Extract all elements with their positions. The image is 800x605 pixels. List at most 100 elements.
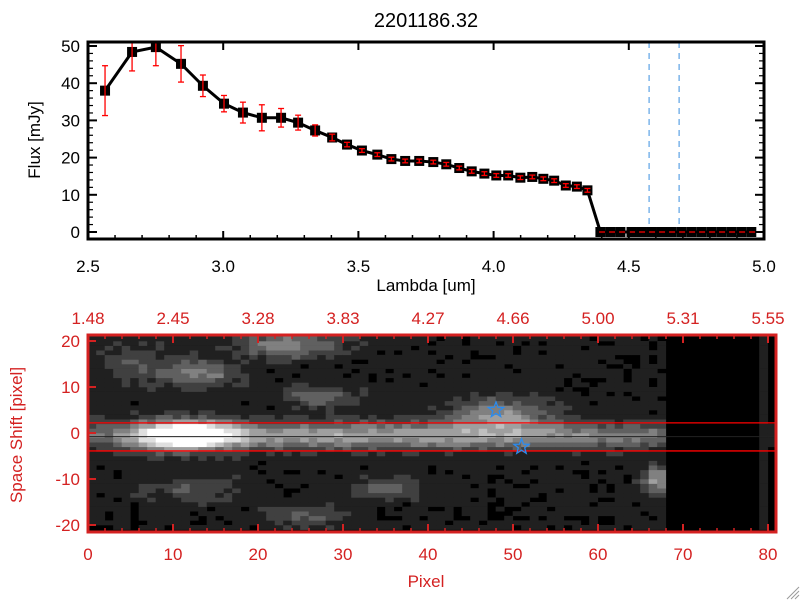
image-pixel [113, 515, 123, 521]
image-pixel [623, 414, 633, 420]
image-pixel [444, 345, 454, 351]
image-pixel [274, 350, 284, 356]
image-pixel [444, 451, 454, 457]
image-pixel [563, 400, 573, 406]
image-pixel [495, 414, 505, 420]
image-pixel [249, 368, 259, 374]
image-pixel [444, 483, 454, 489]
image-pixel [546, 419, 556, 425]
image-pixel [300, 497, 310, 503]
error-bar [178, 44, 185, 83]
error-bar [199, 74, 206, 98]
image-pixel [342, 479, 352, 484]
image-pixel [283, 405, 293, 411]
image-pixel [164, 423, 174, 429]
image-pixel [249, 423, 259, 429]
image-pixel [597, 483, 607, 489]
image-pixel [274, 336, 284, 342]
image-pixel [121, 373, 131, 379]
image-pixel [113, 433, 123, 438]
image-pixel [249, 345, 259, 351]
image-pixel [121, 511, 131, 517]
image-pixel [478, 359, 488, 365]
image-pixel [419, 446, 429, 452]
image-pixel [351, 364, 361, 369]
image-pixel [444, 377, 454, 383]
image-pixel [121, 400, 131, 406]
image-pixel [130, 336, 140, 342]
image-pixel [521, 511, 531, 517]
image-pixel [376, 502, 386, 507]
image-pixel [648, 373, 658, 379]
image-pixel [419, 405, 429, 411]
image-pixel [572, 446, 582, 452]
image-pixel [308, 497, 318, 503]
image-pixel [342, 350, 352, 356]
image-pixel [291, 506, 301, 512]
image-pixel [189, 465, 199, 471]
top-wavelength-label: 3.28 [241, 309, 274, 328]
image-pixel [274, 502, 284, 507]
image-pixel [274, 497, 284, 503]
image-pixel [155, 460, 165, 466]
image-pixel [572, 483, 582, 489]
image-pixel [274, 511, 284, 517]
image-pixel [631, 483, 641, 489]
image-pixel [631, 387, 641, 392]
image-pixel [589, 479, 599, 484]
image-pixel [487, 368, 497, 374]
image-pixel [376, 456, 386, 461]
image-pixel [385, 336, 395, 342]
image-pixel [342, 341, 352, 346]
image-pixel [529, 469, 539, 475]
image-pixel [249, 520, 259, 526]
image-pixel [181, 469, 191, 475]
image-pixel [96, 341, 106, 346]
image-pixel [640, 456, 650, 461]
image-pixel [657, 387, 667, 392]
image-pixel [410, 428, 420, 434]
image-pixel [317, 341, 327, 346]
image-pixel [232, 405, 242, 411]
image-pixel [563, 396, 573, 402]
image-pixel [274, 341, 284, 346]
image-pixel [334, 405, 344, 411]
image-pixel [512, 451, 522, 457]
image-pixel [640, 442, 650, 448]
image-pixel [164, 460, 174, 466]
image-pixel [376, 419, 386, 425]
image-pixel [385, 511, 395, 517]
image-pixel [359, 391, 369, 397]
image-pixel [427, 391, 437, 397]
image-pixel [300, 433, 310, 438]
image-pixel [147, 437, 157, 443]
image-pixel [147, 405, 157, 411]
image-pixel [359, 437, 369, 443]
image-pixel [181, 515, 191, 521]
image-pixel [351, 345, 361, 351]
image-pixel [147, 479, 157, 484]
image-pixel [504, 377, 514, 383]
image-pixel [189, 525, 199, 530]
image-pixel [164, 474, 174, 480]
image-pixel [759, 488, 769, 494]
image-pixel [589, 520, 599, 526]
image-pixel [274, 433, 284, 438]
image-pixel [198, 511, 208, 517]
image-pixel [257, 382, 267, 388]
image-pixel [410, 511, 420, 517]
resize-grip-icon[interactable] [786, 586, 800, 600]
image-pixel [325, 368, 335, 374]
image-pixel [546, 387, 556, 392]
image-pixel [368, 368, 378, 374]
image-pixel [572, 456, 582, 461]
image-pixel [266, 336, 276, 342]
image-pixel [614, 515, 624, 521]
image-pixel [385, 460, 395, 466]
image-pixel [206, 433, 216, 438]
image-pixel [104, 382, 114, 388]
image-pixel [240, 364, 250, 369]
image-pixel [368, 410, 378, 415]
image-pixel [444, 442, 454, 448]
image-pixel [274, 364, 284, 369]
